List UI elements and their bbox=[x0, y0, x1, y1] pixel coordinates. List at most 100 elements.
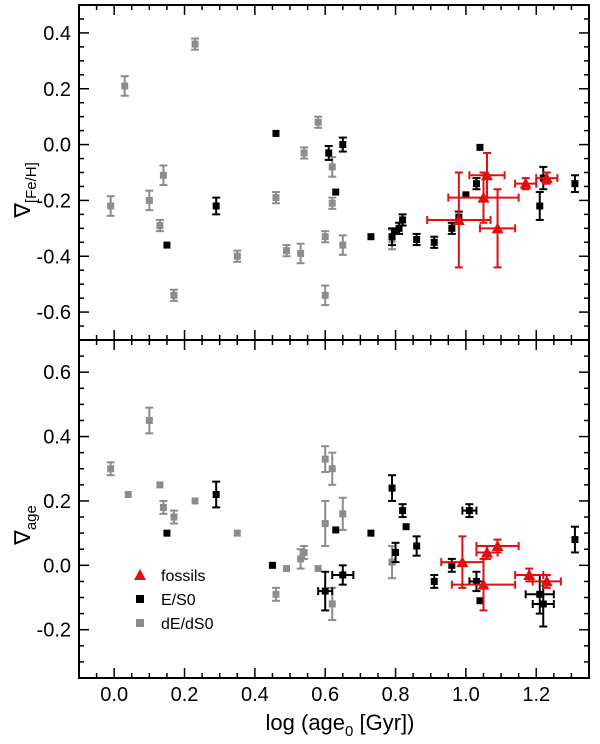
square-marker bbox=[339, 141, 347, 149]
top-de-ds0-point bbox=[300, 146, 309, 160]
bottom-es0-point bbox=[268, 561, 276, 569]
top-es0-point bbox=[332, 188, 340, 196]
square-marker bbox=[472, 577, 480, 585]
top-ylabel: ∇[Fe/H] bbox=[10, 162, 40, 219]
top-es0-point bbox=[272, 129, 280, 137]
bottom-es0-point bbox=[212, 480, 221, 509]
top-es0-point bbox=[430, 235, 439, 249]
top-de-ds0-point bbox=[314, 115, 323, 129]
bottom-de-ds0-point bbox=[191, 497, 199, 505]
bottom-ytick-label: 0.6 bbox=[43, 362, 71, 384]
top-ytick-label: 0.2 bbox=[43, 79, 71, 101]
bottom-de-ds0-point bbox=[233, 529, 241, 537]
square-marker bbox=[321, 519, 329, 527]
legend-square-marker bbox=[136, 619, 144, 627]
square-marker bbox=[367, 233, 375, 241]
square-marker bbox=[571, 536, 579, 544]
bottom-de-ds0-point bbox=[300, 545, 309, 560]
bottom-fossil-point bbox=[475, 538, 520, 554]
top-es0-point bbox=[447, 221, 456, 235]
square-marker bbox=[476, 143, 484, 151]
top-de-ds0-point bbox=[120, 75, 129, 97]
top-es0-point bbox=[412, 232, 421, 247]
bottom-es0-point bbox=[412, 535, 421, 557]
xtick-label: 0.2 bbox=[171, 684, 199, 706]
xtick-label: 1.0 bbox=[452, 684, 480, 706]
bottom-es0-point bbox=[367, 529, 375, 537]
bottom-de-ds0-point bbox=[124, 491, 132, 499]
square-marker bbox=[430, 238, 438, 246]
top-ytick-label: -0.2 bbox=[37, 190, 71, 212]
square-marker bbox=[399, 507, 407, 515]
bottom-panel-marks bbox=[106, 406, 579, 628]
top-es0-point bbox=[324, 144, 333, 161]
square-marker bbox=[328, 163, 336, 171]
triangle-marker bbox=[456, 556, 469, 568]
legend: fossils E/S0 dE/dS0 bbox=[134, 568, 214, 633]
square-marker bbox=[191, 40, 199, 48]
square-marker bbox=[283, 565, 291, 573]
square-marker bbox=[321, 587, 329, 595]
triangle-marker bbox=[481, 169, 493, 181]
top-panel-frame bbox=[78, 4, 590, 341]
square-marker bbox=[107, 202, 115, 210]
top-de-ds0-point bbox=[328, 196, 337, 210]
bottom-es0-point bbox=[461, 503, 478, 519]
square-marker bbox=[536, 590, 544, 598]
square-marker bbox=[332, 188, 340, 196]
bottom-de-ds0-point bbox=[156, 481, 164, 489]
top-es0-point bbox=[570, 174, 579, 194]
legend-item: dE/dS0 bbox=[136, 616, 214, 633]
square-marker bbox=[314, 118, 322, 126]
square-marker bbox=[191, 497, 199, 505]
square-marker bbox=[145, 416, 153, 424]
top-es0-point bbox=[472, 177, 481, 191]
top-ytick-label: 0.4 bbox=[43, 23, 71, 45]
square-marker bbox=[321, 233, 329, 241]
bottom-de-ds0-point bbox=[271, 586, 280, 602]
square-marker bbox=[430, 577, 438, 585]
square-marker bbox=[448, 224, 456, 232]
square-marker bbox=[272, 590, 280, 598]
square-marker bbox=[145, 196, 153, 204]
bottom-es0-point bbox=[391, 541, 400, 564]
top-de-ds0-point bbox=[271, 191, 280, 205]
bottom-es0-point bbox=[476, 597, 484, 605]
top-fossil-point bbox=[426, 171, 492, 269]
square-marker bbox=[297, 249, 305, 257]
bottom-de-ds0-point bbox=[321, 445, 330, 473]
square-marker bbox=[156, 481, 164, 489]
top-ytick-label: -0.6 bbox=[37, 302, 71, 324]
square-marker bbox=[339, 241, 347, 249]
bottom-de-ds0-point bbox=[145, 406, 154, 435]
square-marker bbox=[325, 149, 333, 157]
top-ylabel-sub: [Fe/H] bbox=[23, 162, 40, 203]
x-axis-title-main: log (age bbox=[266, 710, 346, 735]
square-marker bbox=[272, 129, 280, 137]
legend-item: E/S0 bbox=[136, 592, 196, 609]
square-marker bbox=[332, 526, 340, 534]
square-marker bbox=[367, 529, 375, 537]
bottom-es0-point bbox=[402, 523, 410, 531]
square-marker bbox=[107, 465, 115, 473]
square-marker bbox=[163, 529, 171, 537]
square-marker bbox=[339, 510, 347, 518]
square-marker bbox=[536, 202, 544, 210]
bottom-panel-ticks: 0.6 0.4 0.2 0.0 -0.2 0.0 0.2 0.4 0.6 0.8 1.0 1.2 bbox=[37, 340, 589, 706]
bottom-ytick-label: -0.2 bbox=[37, 620, 71, 642]
triangle-marker bbox=[540, 172, 553, 184]
legend-square-marker bbox=[136, 595, 144, 603]
top-fossil-point bbox=[535, 171, 559, 185]
square-marker bbox=[392, 227, 400, 235]
top-de-ds0-point bbox=[321, 284, 330, 307]
xtick-label: 0.8 bbox=[382, 684, 410, 706]
square-marker bbox=[272, 194, 280, 202]
bottom-panel-frame bbox=[78, 339, 590, 679]
square-marker bbox=[233, 252, 241, 260]
square-marker bbox=[413, 542, 421, 550]
top-es0-point bbox=[212, 196, 221, 216]
bottom-ylabel: ∇age bbox=[10, 505, 40, 546]
bottom-de-ds0-point bbox=[321, 499, 330, 548]
bottom-ytick-label: 0.0 bbox=[43, 555, 71, 577]
